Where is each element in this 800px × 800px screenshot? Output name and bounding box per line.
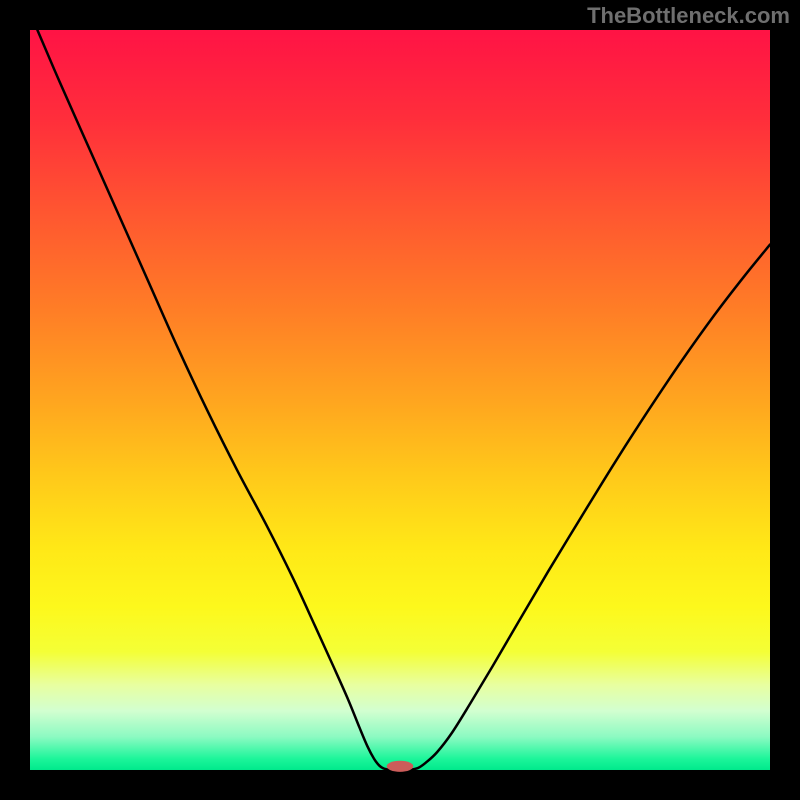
watermark-text: TheBottleneck.com [587,3,790,29]
plot-background [30,30,770,770]
optimal-marker [387,761,414,772]
bottleneck-chart: TheBottleneck.com [0,0,800,800]
chart-svg [0,0,800,800]
